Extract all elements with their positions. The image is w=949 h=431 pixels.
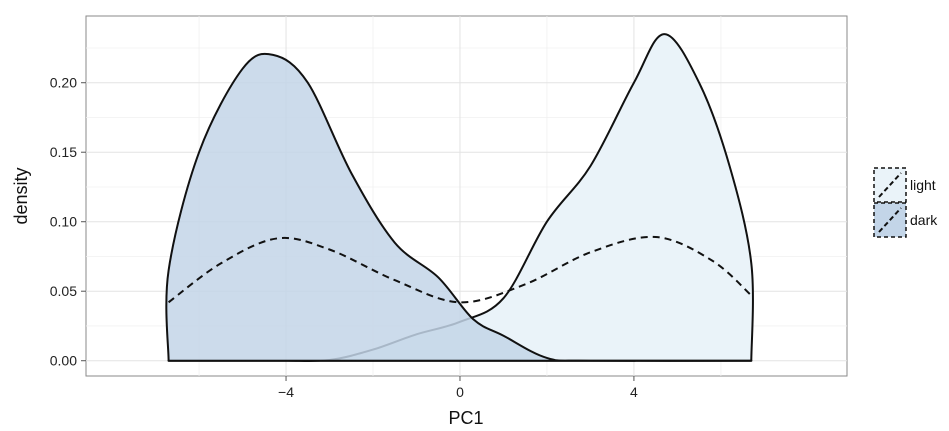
density-areas	[165, 33, 754, 363]
legend-label-light: light	[910, 177, 936, 193]
density-area-dark	[165, 52, 753, 362]
y-tick-label: 0.00	[50, 353, 77, 369]
y-tick-label: 0.05	[50, 283, 77, 299]
x-tick-label: 0	[456, 384, 464, 400]
x-tick-label: 4	[630, 384, 638, 400]
y-tick-label: 0.15	[50, 144, 77, 160]
axes: 0.00 0.05 0.10 0.15 0.20 −4 0 4	[50, 75, 638, 400]
x-tick-label: −4	[278, 384, 294, 400]
legend: light dark	[873, 167, 938, 238]
legend-key-line	[878, 172, 902, 198]
y-axis-title: density	[11, 167, 31, 224]
x-axis-title: PC1	[448, 408, 483, 428]
y-tick-label: 0.20	[50, 75, 77, 91]
legend-label-dark: dark	[910, 212, 938, 228]
legend-key-line	[878, 207, 902, 233]
y-tick-label: 0.10	[50, 214, 77, 230]
reference-dashed-curve	[168, 235, 752, 304]
